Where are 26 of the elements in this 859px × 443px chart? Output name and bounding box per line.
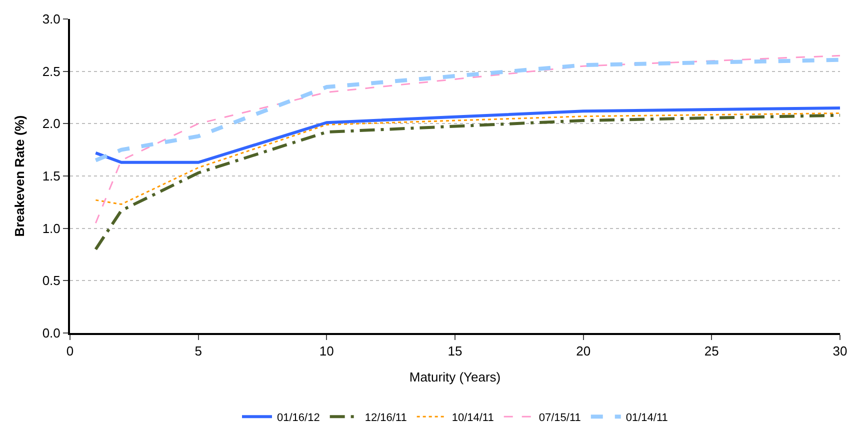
legend-label: 07/15/11 — [538, 412, 581, 424]
y-tick-label: 1.0 — [42, 220, 60, 236]
x-tick-label: 15 — [448, 344, 462, 359]
legend-label: 10/14/11 — [452, 412, 494, 424]
x-tick-label: 0 — [66, 344, 74, 359]
legend-label: 12/16/11 — [364, 412, 407, 424]
x-axis-title: Maturity (Years) — [409, 370, 501, 385]
x-tick-label: 20 — [576, 344, 591, 359]
y-tick-label: 0.0 — [42, 326, 60, 341]
line-series — [94, 58, 840, 162]
y-axis-title: Breakeven Rate (%) — [12, 115, 27, 237]
x-tick-label: 30 — [832, 344, 848, 359]
y-tick-label: 2.0 — [42, 116, 60, 132]
x-tick-label: 5 — [194, 344, 202, 359]
legend-label: 01/14/11 — [626, 412, 668, 424]
y-tick-label: 1.5 — [42, 168, 60, 184]
line-series — [94, 106, 840, 164]
y-tick-label: 0.5 — [42, 273, 60, 288]
x-tick-label: 25 — [704, 344, 719, 359]
line-series — [94, 54, 840, 224]
y-tick-label: 2.5 — [42, 64, 60, 79]
x-tick-label: 10 — [319, 344, 334, 359]
line-series — [94, 112, 840, 206]
y-tick-label: 3.0 — [42, 12, 60, 27]
line-series — [94, 114, 840, 251]
legend-label: 01/16/12 — [277, 412, 320, 424]
